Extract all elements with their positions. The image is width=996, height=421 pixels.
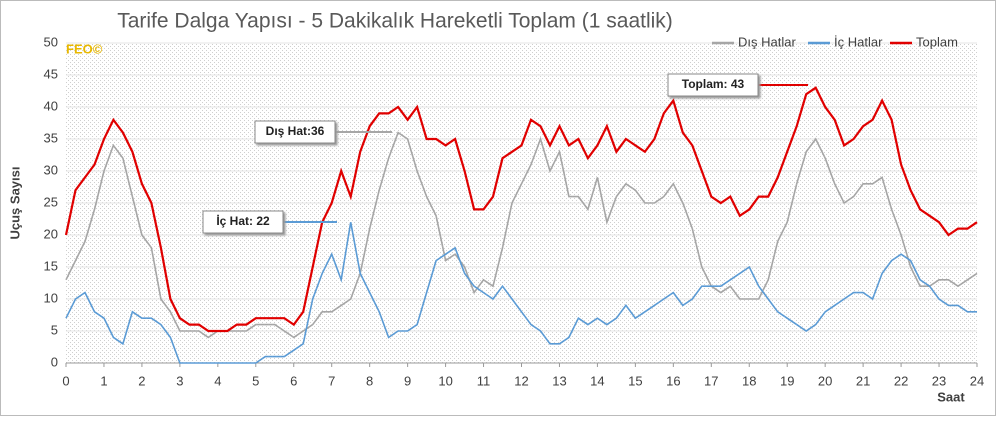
y-tick-label: 20 bbox=[44, 226, 58, 241]
callout-box bbox=[202, 210, 284, 234]
x-tick-label: 5 bbox=[252, 373, 259, 388]
watermark: FEO© bbox=[66, 41, 103, 56]
y-tick-label: 30 bbox=[44, 162, 58, 177]
x-axis-label: Saat bbox=[937, 389, 965, 404]
series-line bbox=[65, 222, 977, 364]
y-tick-label: 35 bbox=[44, 130, 58, 145]
x-tick-label: 16 bbox=[666, 373, 680, 388]
x-tick-label: 0 bbox=[62, 373, 69, 388]
x-tick-label: 22 bbox=[894, 373, 908, 388]
x-tick-label: 23 bbox=[932, 373, 946, 388]
legend-label: İç Hatlar bbox=[834, 34, 883, 49]
x-tick-label: 9 bbox=[404, 373, 411, 388]
y-tick-label: 0 bbox=[51, 354, 58, 369]
y-tick-label: 10 bbox=[44, 290, 58, 305]
legend-label: Toplam bbox=[916, 34, 958, 49]
x-tick-label: 21 bbox=[856, 373, 870, 388]
callout-box bbox=[667, 73, 759, 97]
callout-box bbox=[254, 120, 336, 144]
x-tick-label: 3 bbox=[176, 373, 183, 388]
x-tick-label: 4 bbox=[214, 373, 221, 388]
y-tick-label: 15 bbox=[44, 258, 58, 273]
x-tick-label: 13 bbox=[552, 373, 566, 388]
x-tick-label: 24 bbox=[970, 373, 984, 388]
chart-title: Tarife Dalga Yapısı - 5 Dakikalık Hareke… bbox=[117, 10, 673, 33]
y-axis-label: Uçuş Sayısı bbox=[7, 167, 22, 240]
x-tick-label: 11 bbox=[477, 373, 491, 388]
x-tick-label: 1 bbox=[100, 373, 107, 388]
y-tick-label: 40 bbox=[44, 98, 58, 113]
x-tick-label: 18 bbox=[742, 373, 756, 388]
y-tick-label: 45 bbox=[44, 66, 58, 81]
series-line bbox=[64, 86, 978, 333]
callout-text: İç Hat: 22 bbox=[216, 213, 270, 228]
x-tick-label: 20 bbox=[818, 373, 832, 388]
x-tick-label: 12 bbox=[514, 373, 528, 388]
y-tick-label: 50 bbox=[44, 34, 58, 49]
x-tick-label: 14 bbox=[590, 373, 604, 388]
x-tick-label: 19 bbox=[780, 373, 794, 388]
x-tick-label: 6 bbox=[290, 373, 297, 388]
legend-label: Dış Hatlar bbox=[738, 34, 796, 49]
callout-text: Toplam: 43 bbox=[682, 77, 745, 91]
x-tick-label: 15 bbox=[628, 373, 642, 388]
y-tick-label: 25 bbox=[44, 194, 58, 209]
x-tick-label: 2 bbox=[138, 373, 145, 388]
x-tick-label: 8 bbox=[366, 373, 373, 388]
y-tick-label: 5 bbox=[51, 322, 58, 337]
x-tick-label: 10 bbox=[438, 373, 452, 388]
x-tick-label: 17 bbox=[704, 373, 718, 388]
x-tick-label: 7 bbox=[328, 373, 335, 388]
callout-text: Dış Hat:36 bbox=[266, 124, 325, 138]
